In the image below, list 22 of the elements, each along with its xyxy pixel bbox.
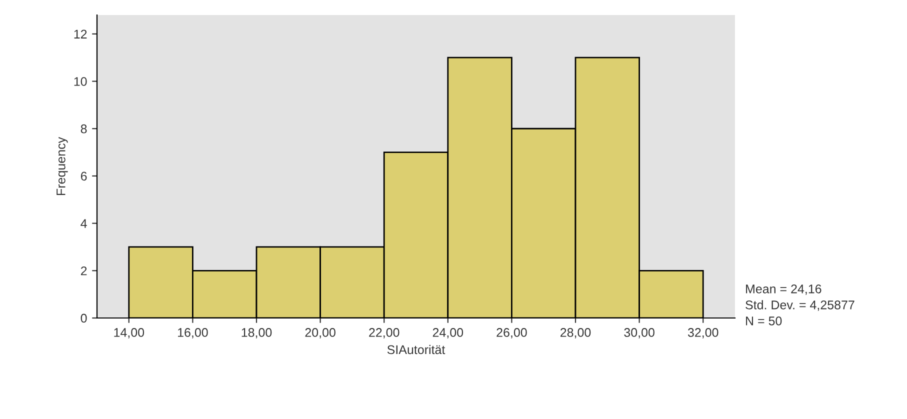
text: N = 50 — [746, 316, 782, 326]
y-tick-label: 8 — [80, 124, 87, 134]
y-axis-title: Frequency — [56, 136, 68, 195]
x-tick-label: 22,00 — [369, 328, 400, 338]
x-tick-label: 20,00 — [305, 328, 336, 338]
text: Std. Dev. = 4,25877 — [746, 300, 854, 311]
y-tick-label: 4 — [80, 219, 87, 228]
x-tick-label: 24,00 — [432, 328, 464, 338]
x-axis-title: SIAutorität — [387, 344, 446, 354]
x-tick-label: 26,00 — [496, 328, 527, 338]
x-tick-label: 14,00 — [114, 328, 144, 338]
y-tick-label: 0 — [80, 314, 87, 323]
y-tick-label: 10 — [74, 77, 87, 86]
text: Mean = 24,16 — [746, 284, 822, 295]
x-tick-label: 18,00 — [242, 328, 272, 338]
x-tick-label: 32,00 — [688, 328, 718, 338]
x-tick-label: 16,00 — [178, 328, 208, 338]
y-tick-label: 6 — [80, 172, 87, 181]
x-tick-label: 28,00 — [560, 328, 591, 338]
x-tick-label: 30,00 — [624, 328, 654, 338]
y-tick-label: 12 — [74, 30, 87, 38]
y-tick-label: 2 — [80, 266, 87, 276]
